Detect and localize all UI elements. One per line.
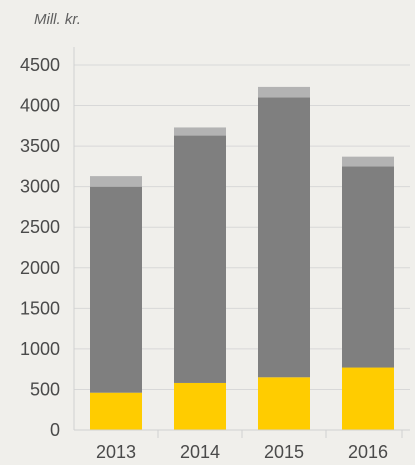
bar-segment-1: [258, 377, 310, 430]
bar-segment-2: [258, 97, 310, 378]
y-tick-label: 0: [50, 420, 60, 440]
y-tick-label: 1500: [20, 298, 60, 318]
bar-segment-2: [342, 166, 394, 368]
unit-label: Mill. kr.: [34, 11, 81, 28]
bar-segment-1: [174, 382, 226, 430]
x-tick-label: 2013: [96, 442, 136, 462]
x-axis: 2013 2014 2015 2016: [74, 429, 410, 462]
y-axis: 0 500 1000 1500 2000 2500 3000 3500 4000 4500: [20, 47, 75, 440]
y-tick-label: 2500: [20, 217, 60, 237]
y-tick-label: 3000: [20, 177, 60, 197]
bar-segment-2: [90, 186, 142, 393]
x-tick-label: 2016: [348, 442, 388, 462]
bar-segment-2: [174, 135, 226, 383]
y-tick-label: 2000: [20, 258, 60, 278]
y-tick-label: 1000: [20, 339, 60, 359]
bar-segment-3: [258, 86, 310, 98]
y-tick-label: 500: [30, 379, 60, 399]
bars: [90, 86, 394, 430]
x-tick-label: 2015: [264, 442, 304, 462]
y-tick-label: 4500: [20, 55, 60, 75]
x-tick-label: 2014: [180, 442, 220, 462]
bar-segment-1: [342, 367, 394, 430]
bar-segment-3: [90, 176, 142, 187]
bar-segment-1: [90, 392, 142, 430]
y-tick-label: 3500: [20, 136, 60, 156]
y-tick-label: 4000: [20, 96, 60, 116]
bar-segment-3: [342, 156, 394, 167]
bar-segment-3: [174, 127, 226, 136]
